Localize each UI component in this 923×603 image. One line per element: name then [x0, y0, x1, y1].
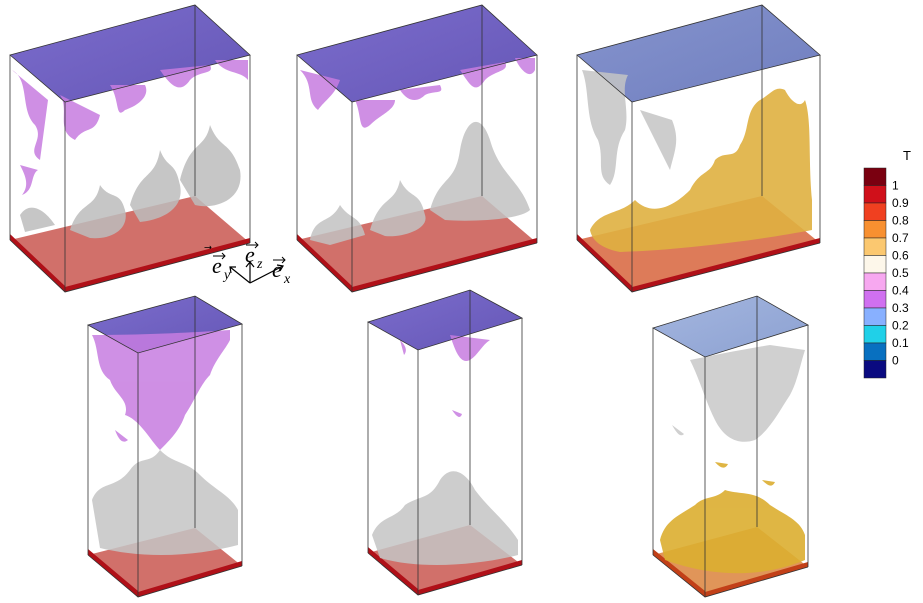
legend-tick-label: 1 — [892, 179, 899, 193]
top-plate — [10, 5, 250, 102]
neutral-plumes — [20, 125, 241, 239]
legend-swatch — [863, 342, 887, 361]
legend-swatch — [863, 325, 887, 344]
legend-tick-label: 0.4 — [892, 284, 909, 298]
legend-swatches — [863, 167, 887, 379]
legend-title: T — [903, 148, 911, 163]
box-edges — [366, 289, 524, 596]
legend-swatch — [863, 360, 887, 379]
legend-tick-label: 0.5 — [892, 266, 909, 280]
legend-swatch — [863, 167, 887, 186]
top-plate — [297, 5, 537, 102]
legend-swatch — [863, 220, 887, 239]
ez-subscript: z — [256, 257, 263, 272]
legend-tick-label: 0.6 — [892, 249, 909, 263]
panel-top-middle — [296, 4, 538, 293]
axis-label-z: e z — [245, 241, 263, 272]
box-edges — [86, 295, 244, 598]
legend-swatch — [863, 237, 887, 256]
cold-plumes — [92, 330, 230, 450]
legend-tick-label: 0.3 — [892, 301, 909, 315]
cold-plumes — [12, 60, 248, 195]
top-plate — [653, 296, 808, 357]
legend-swatch — [863, 255, 887, 274]
axis-arrows — [229, 261, 284, 284]
legend-swatch — [863, 202, 887, 221]
box-edges — [9, 4, 251, 293]
ey-subscript: y — [222, 268, 231, 283]
top-plate — [577, 5, 820, 102]
panel-bottom-left — [86, 295, 244, 598]
axis-label-x: e x — [272, 256, 291, 287]
panel-top-right — [576, 4, 821, 293]
ey-letter: e — [212, 253, 222, 278]
ex-letter: e — [272, 257, 282, 282]
cold-plumes — [300, 58, 535, 128]
legend-tick-label: 0.9 — [892, 196, 909, 210]
box-edges — [651, 295, 809, 598]
legend-swatch — [863, 185, 887, 204]
neutral-plumes — [92, 450, 238, 556]
legend-tick-label: 0.2 — [892, 319, 909, 333]
neutral-plumes — [672, 345, 805, 442]
warm-plumes — [660, 462, 805, 574]
neutral-plumes — [310, 121, 530, 245]
panel-bottom-middle — [366, 289, 524, 596]
box-edges — [576, 4, 821, 293]
legend-tick-label: 0.7 — [892, 231, 909, 245]
legend-swatch — [863, 290, 887, 309]
neutral-plumes — [372, 471, 518, 566]
warm-plumes — [590, 88, 812, 252]
legend-tick-label: 0 — [892, 354, 899, 368]
ez-letter: e — [245, 242, 255, 267]
bottom-plate — [10, 196, 250, 292]
top-plate — [368, 290, 522, 350]
neutral-plumes — [582, 70, 677, 185]
ex-subscript: x — [283, 272, 291, 287]
bottom-edge-hot — [10, 234, 65, 292]
legend-tick-label: 0.8 — [892, 214, 909, 228]
panel-bottom-right — [651, 295, 809, 598]
panel-top-left — [9, 4, 251, 293]
color-legend: T 1 0.9 0.8 0.7 0.6 0.5 0.4 0.3 0.2 0.1 0 — [863, 148, 911, 379]
legend-swatch — [863, 272, 887, 291]
legend-swatch — [863, 307, 887, 326]
box-edges — [296, 4, 538, 293]
legend-tick-label: 0.1 — [892, 336, 909, 350]
legend-ticks: 1 0.9 0.8 0.7 0.6 0.5 0.4 0.3 0.2 0.1 0 — [892, 179, 909, 368]
